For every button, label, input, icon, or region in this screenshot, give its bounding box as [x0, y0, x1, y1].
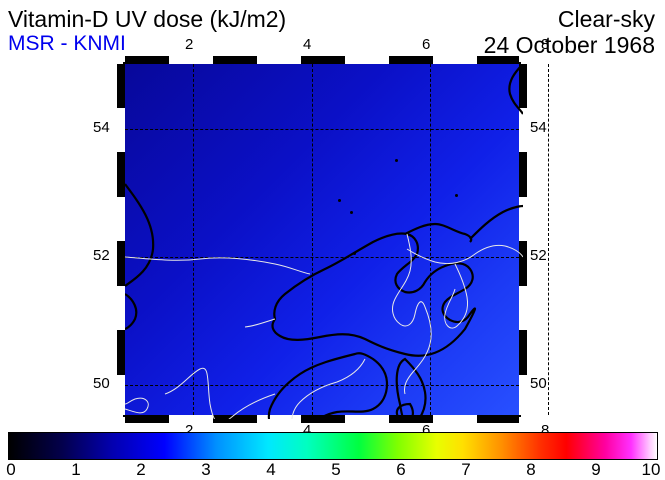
- y-tick-right-52: 52: [530, 247, 547, 264]
- colorbar-tick-3: 3: [201, 460, 210, 480]
- colorbar-tick-5: 5: [331, 460, 340, 480]
- y-tick-left-54: 54: [93, 119, 110, 136]
- x-tick-top-2: 2: [185, 36, 193, 53]
- left-axis-ticks: [117, 64, 125, 415]
- map-panel[interactable]: 2 4 6 8 2 4 6 8 54 52 50 54 52 50: [123, 62, 521, 417]
- page-subtitle: MSR - KNMI: [8, 32, 286, 56]
- colorbar-gradient: [8, 432, 658, 460]
- city-marker: [455, 194, 458, 197]
- city-marker: [395, 159, 398, 162]
- colorbar-tick-7: 7: [461, 460, 470, 480]
- colorbar-tick-4: 4: [266, 460, 275, 480]
- colorbar-tick-8: 8: [526, 460, 535, 480]
- colorbar-block: 0 1 2 3 4 5 6 7 8 9 10: [8, 432, 658, 480]
- city-marker: [338, 199, 341, 202]
- x-tick-top-8: 8: [541, 36, 549, 53]
- colorbar-tick-9: 9: [591, 460, 600, 480]
- y-tick-right-54: 54: [530, 119, 547, 136]
- city-marker: [350, 211, 353, 214]
- sky-condition-label: Clear-sky: [484, 6, 655, 32]
- y-tick-left-50: 50: [93, 375, 110, 392]
- colorbar-tick-2: 2: [136, 460, 145, 480]
- date-label: 24 October 1968: [484, 32, 655, 58]
- x-tick-top-4: 4: [303, 36, 311, 53]
- header-right-block: Clear-sky 24 October 1968: [484, 6, 655, 59]
- page-title: Vitamin-D UV dose (kJ/m2): [8, 6, 286, 32]
- colorbar-tick-0: 0: [6, 460, 15, 480]
- colorbar-tick-1: 1: [71, 460, 80, 480]
- gridline-x8: [548, 64, 549, 415]
- y-tick-right-50: 50: [530, 375, 547, 392]
- colorbar-tick-6: 6: [396, 460, 405, 480]
- x-tick-top-6: 6: [422, 36, 430, 53]
- colorbar-ticks: 0 1 2 3 4 5 6 7 8 9 10: [8, 460, 658, 480]
- colorbar-tick-10: 10: [642, 460, 661, 480]
- city-marker: [353, 252, 356, 255]
- country-borders-overlay: [125, 64, 523, 419]
- top-axis-ticks: [125, 56, 519, 64]
- header-left-block: Vitamin-D UV dose (kJ/m2) MSR - KNMI: [8, 6, 286, 57]
- y-tick-left-52: 52: [93, 247, 110, 264]
